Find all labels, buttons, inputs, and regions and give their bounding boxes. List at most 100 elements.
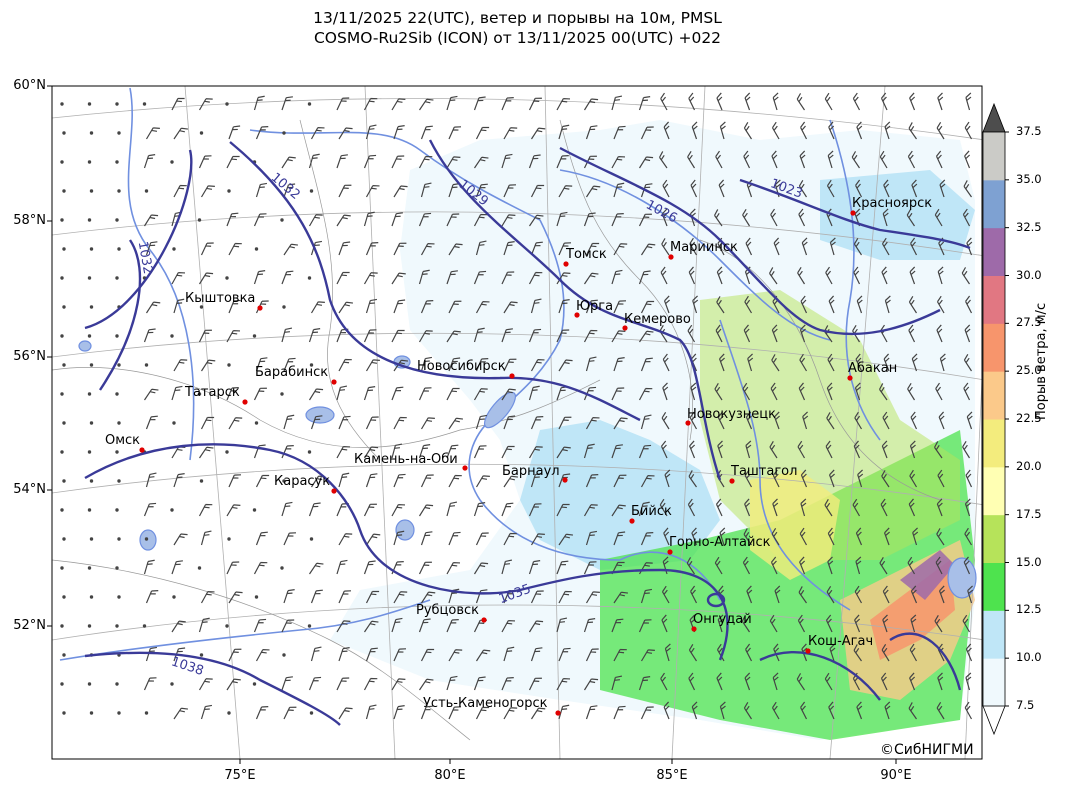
wind-barb	[364, 620, 379, 633]
wind-barb	[688, 644, 698, 662]
gust-shading	[330, 120, 975, 740]
wind-barb	[255, 357, 268, 372]
wind-barb	[198, 98, 213, 111]
wind-barb	[827, 556, 834, 575]
wind-barb	[558, 124, 570, 140]
wind-barb	[879, 150, 888, 169]
wind-barb	[912, 527, 919, 546]
city-dots	[139, 210, 856, 716]
wind-barb	[391, 678, 406, 691]
city-dot-kamen	[462, 465, 468, 471]
wind-barb	[558, 704, 570, 720]
wind-barb	[419, 98, 434, 111]
wind-barb	[173, 298, 185, 314]
wind-barb	[880, 672, 888, 691]
city-dot-kosh-agach	[805, 648, 811, 654]
wind-barb	[393, 359, 408, 372]
map-frame	[51, 85, 983, 760]
wind-barb	[503, 707, 518, 720]
wind-barb	[691, 527, 698, 546]
wind-barb	[558, 533, 573, 546]
wind-barb	[583, 443, 595, 459]
wind-calm-dot	[117, 247, 121, 251]
wind-barb	[200, 185, 215, 198]
river-ob-north	[249, 129, 541, 221]
wind-barb	[585, 474, 599, 488]
wind-barb	[365, 298, 378, 314]
wind-barb	[716, 266, 723, 285]
wind-barb	[638, 96, 651, 111]
lake-chany	[305, 406, 335, 424]
wind-barb	[501, 97, 514, 111]
wind-barb	[661, 208, 668, 227]
wind-barb	[391, 212, 403, 227]
wind-barb	[611, 618, 624, 633]
lat-label-54: 54°N	[13, 482, 46, 497]
wind-barb	[797, 614, 806, 633]
copyright: ©СибНИГМИ	[880, 742, 974, 758]
wind-barb	[556, 503, 570, 517]
wind-barb	[718, 179, 725, 198]
wind-barb	[363, 503, 377, 517]
wind-barb	[884, 121, 891, 140]
wind-barb	[583, 618, 596, 633]
wind-barb	[936, 324, 943, 343]
wind-barb	[797, 440, 806, 459]
wind-barb	[503, 532, 517, 546]
wind-barb	[881, 470, 890, 488]
wind-barb	[309, 562, 324, 575]
wind-barb	[939, 353, 946, 372]
lat-label-58: 58°N	[13, 213, 46, 228]
wind-barb	[715, 498, 723, 517]
colorbar-band	[983, 658, 1005, 707]
wind-barb	[613, 357, 625, 372]
wind-barb	[853, 238, 863, 256]
wind-calm-dot	[199, 131, 204, 135]
city-dot-yurga	[574, 312, 580, 318]
wind-barb	[171, 385, 183, 401]
wind-barb	[640, 183, 653, 198]
wind-barb	[528, 503, 542, 517]
wind-barb	[281, 445, 294, 459]
lon-label-85: 85°E	[656, 768, 688, 783]
wind-barb	[173, 127, 188, 140]
wind-barb	[743, 150, 751, 169]
wind-barb	[501, 559, 513, 575]
wind-calm-dot	[117, 189, 121, 193]
wind-barb	[717, 440, 724, 459]
wind-barb	[716, 296, 725, 314]
wind-calm-dot	[172, 421, 176, 425]
colorbar	[982, 102, 1006, 736]
wind-barb	[446, 619, 459, 633]
wind-barb	[391, 443, 403, 459]
wind-barb	[308, 153, 320, 169]
wind-calm-dot	[252, 334, 257, 338]
colorbar-tick-label: 37.5	[1016, 124, 1042, 138]
wind-barb	[143, 677, 157, 691]
isobar-1026	[559, 146, 941, 336]
isobar-1032-main	[229, 141, 641, 422]
wind-barb	[961, 267, 970, 285]
wind-barb	[556, 98, 571, 111]
wind-barb	[585, 705, 598, 720]
wind-barb	[719, 121, 726, 140]
wind-barb	[143, 154, 156, 169]
wind-calm-dot	[282, 653, 286, 657]
wind-barb	[639, 330, 654, 343]
wind-barb	[198, 617, 210, 633]
wind-barb	[283, 414, 295, 430]
city-label-kyshtovka: Кыштовка	[185, 291, 256, 306]
wind-barb	[611, 95, 623, 111]
wind-barb	[640, 357, 653, 372]
wind-barb	[281, 676, 293, 691]
wind-barb	[964, 498, 971, 517]
wind-barb	[363, 211, 375, 227]
wind-barb	[556, 617, 568, 633]
wind-calm-dot	[60, 682, 64, 686]
wind-barb	[801, 643, 808, 662]
wind-barb	[744, 498, 751, 517]
isobar-1029	[428, 139, 722, 481]
wind-barb	[638, 501, 650, 517]
wind-barb	[145, 472, 157, 488]
wind-calm-dot	[115, 276, 119, 280]
